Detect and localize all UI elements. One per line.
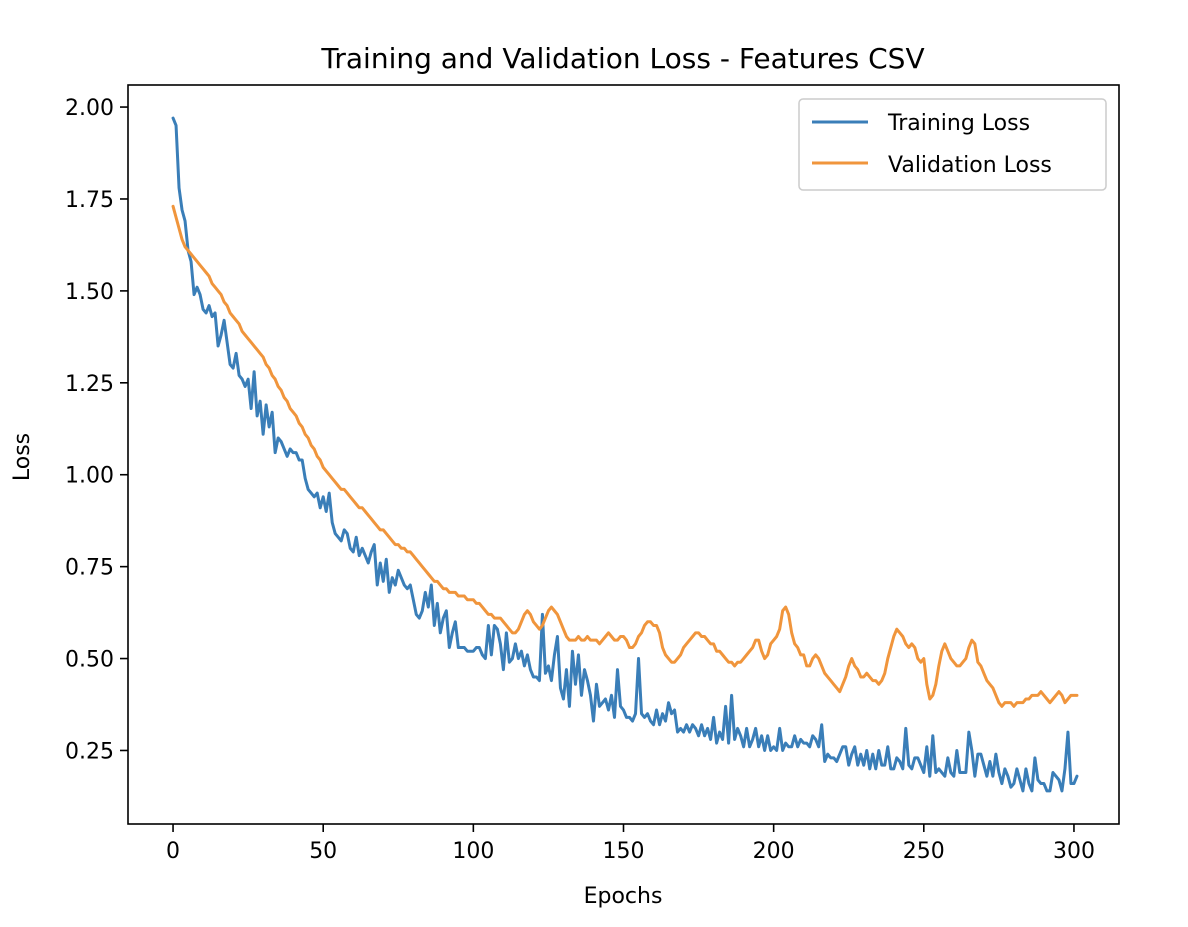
legend-box [798, 98, 1107, 191]
x-tick-label: 250 [903, 839, 945, 864]
x-tick-label: 200 [753, 839, 795, 864]
legend: Training Loss Validation Loss [798, 98, 1107, 191]
x-axis: 0 50 100 150 200 250 300 [166, 824, 1095, 864]
legend-label-training-loss: Training Loss [887, 111, 1030, 136]
x-axis-title: Epochs [584, 884, 663, 909]
y-tick-label: 1.25 [65, 372, 114, 397]
series-line-training-loss [171, 116, 1079, 793]
x-tick-label: 0 [166, 839, 180, 864]
y-tick-label: 2.00 [65, 96, 114, 121]
legend-label-validation-loss: Validation Loss [888, 153, 1052, 178]
chart-title: Training and Validation Loss - Features … [320, 42, 924, 75]
x-tick-label: 50 [309, 839, 337, 864]
y-tick-label: 1.00 [65, 464, 114, 489]
y-axis-title: Loss [10, 433, 35, 481]
y-tick-label: 1.50 [65, 280, 114, 305]
y-tick-label: 0.75 [65, 556, 114, 581]
x-tick-label: 150 [603, 839, 645, 864]
y-tick-label: 0.25 [65, 739, 114, 764]
series-line-validation-loss [171, 204, 1079, 708]
x-tick-label: 100 [452, 839, 494, 864]
x-tick-label: 300 [1053, 839, 1095, 864]
y-axis: 0.25 0.50 0.75 1.00 1.25 1.50 1.75 2.00 [65, 96, 128, 764]
y-tick-label: 1.75 [65, 188, 114, 213]
y-tick-label: 0.50 [65, 648, 114, 673]
